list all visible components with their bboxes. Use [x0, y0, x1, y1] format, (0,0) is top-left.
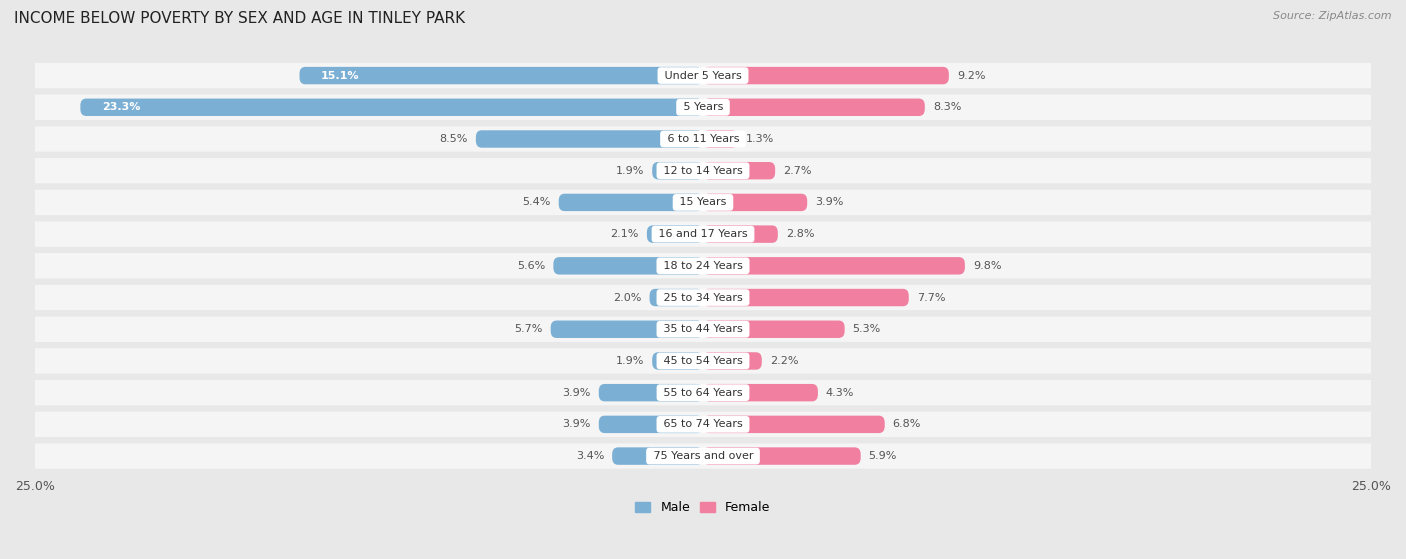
FancyBboxPatch shape — [34, 285, 1372, 310]
FancyBboxPatch shape — [34, 94, 1372, 120]
Text: 2.2%: 2.2% — [770, 356, 799, 366]
FancyBboxPatch shape — [34, 158, 1372, 183]
Legend: Male, Female: Male, Female — [630, 496, 776, 519]
Text: 4.3%: 4.3% — [825, 387, 855, 397]
Text: 3.4%: 3.4% — [575, 451, 605, 461]
FancyBboxPatch shape — [551, 320, 703, 338]
Text: 16 and 17 Years: 16 and 17 Years — [655, 229, 751, 239]
Text: 6 to 11 Years: 6 to 11 Years — [664, 134, 742, 144]
Text: 75 Years and over: 75 Years and over — [650, 451, 756, 461]
FancyBboxPatch shape — [652, 162, 703, 179]
Text: 6.8%: 6.8% — [893, 419, 921, 429]
FancyBboxPatch shape — [703, 289, 908, 306]
Text: 15 Years: 15 Years — [676, 197, 730, 207]
Text: 5.7%: 5.7% — [515, 324, 543, 334]
FancyBboxPatch shape — [652, 352, 703, 369]
FancyBboxPatch shape — [703, 162, 775, 179]
Text: 15.1%: 15.1% — [321, 70, 360, 80]
Text: 7.7%: 7.7% — [917, 292, 945, 302]
FancyBboxPatch shape — [703, 257, 965, 274]
Text: INCOME BELOW POVERTY BY SEX AND AGE IN TINLEY PARK: INCOME BELOW POVERTY BY SEX AND AGE IN T… — [14, 11, 465, 26]
FancyBboxPatch shape — [80, 98, 703, 116]
Text: 25 to 34 Years: 25 to 34 Years — [659, 292, 747, 302]
FancyBboxPatch shape — [34, 190, 1372, 215]
FancyBboxPatch shape — [34, 63, 1372, 88]
FancyBboxPatch shape — [703, 447, 860, 465]
Text: 18 to 24 Years: 18 to 24 Years — [659, 261, 747, 271]
Text: Source: ZipAtlas.com: Source: ZipAtlas.com — [1274, 11, 1392, 21]
FancyBboxPatch shape — [599, 384, 703, 401]
FancyBboxPatch shape — [34, 221, 1372, 247]
Text: 5.3%: 5.3% — [852, 324, 882, 334]
Text: 55 to 64 Years: 55 to 64 Years — [659, 387, 747, 397]
FancyBboxPatch shape — [34, 443, 1372, 469]
Text: 8.3%: 8.3% — [932, 102, 962, 112]
FancyBboxPatch shape — [703, 320, 845, 338]
Text: 23.3%: 23.3% — [101, 102, 141, 112]
FancyBboxPatch shape — [703, 384, 818, 401]
FancyBboxPatch shape — [558, 193, 703, 211]
FancyBboxPatch shape — [650, 289, 703, 306]
Text: 35 to 44 Years: 35 to 44 Years — [659, 324, 747, 334]
FancyBboxPatch shape — [703, 193, 807, 211]
Text: 2.8%: 2.8% — [786, 229, 814, 239]
FancyBboxPatch shape — [612, 447, 703, 465]
Text: 3.9%: 3.9% — [562, 387, 591, 397]
FancyBboxPatch shape — [554, 257, 703, 274]
FancyBboxPatch shape — [599, 416, 703, 433]
FancyBboxPatch shape — [703, 130, 738, 148]
Text: 2.0%: 2.0% — [613, 292, 641, 302]
Text: 12 to 14 Years: 12 to 14 Years — [659, 165, 747, 176]
Text: 5 Years: 5 Years — [679, 102, 727, 112]
Text: 1.9%: 1.9% — [616, 165, 644, 176]
Text: 45 to 54 Years: 45 to 54 Years — [659, 356, 747, 366]
Text: Under 5 Years: Under 5 Years — [661, 70, 745, 80]
Text: 1.3%: 1.3% — [745, 134, 775, 144]
FancyBboxPatch shape — [34, 411, 1372, 437]
FancyBboxPatch shape — [703, 225, 778, 243]
Text: 65 to 74 Years: 65 to 74 Years — [659, 419, 747, 429]
FancyBboxPatch shape — [703, 352, 762, 369]
Text: 5.6%: 5.6% — [517, 261, 546, 271]
Text: 2.7%: 2.7% — [783, 165, 811, 176]
FancyBboxPatch shape — [703, 416, 884, 433]
FancyBboxPatch shape — [703, 67, 949, 84]
FancyBboxPatch shape — [647, 225, 703, 243]
Text: 2.1%: 2.1% — [610, 229, 638, 239]
FancyBboxPatch shape — [34, 126, 1372, 151]
Text: 3.9%: 3.9% — [815, 197, 844, 207]
FancyBboxPatch shape — [34, 348, 1372, 373]
FancyBboxPatch shape — [475, 130, 703, 148]
Text: 1.9%: 1.9% — [616, 356, 644, 366]
FancyBboxPatch shape — [34, 316, 1372, 342]
Text: 5.4%: 5.4% — [522, 197, 551, 207]
FancyBboxPatch shape — [299, 67, 703, 84]
FancyBboxPatch shape — [34, 253, 1372, 278]
Text: 9.8%: 9.8% — [973, 261, 1001, 271]
FancyBboxPatch shape — [34, 380, 1372, 405]
FancyBboxPatch shape — [703, 98, 925, 116]
Text: 5.9%: 5.9% — [869, 451, 897, 461]
Text: 3.9%: 3.9% — [562, 419, 591, 429]
Text: 8.5%: 8.5% — [440, 134, 468, 144]
Text: 9.2%: 9.2% — [957, 70, 986, 80]
